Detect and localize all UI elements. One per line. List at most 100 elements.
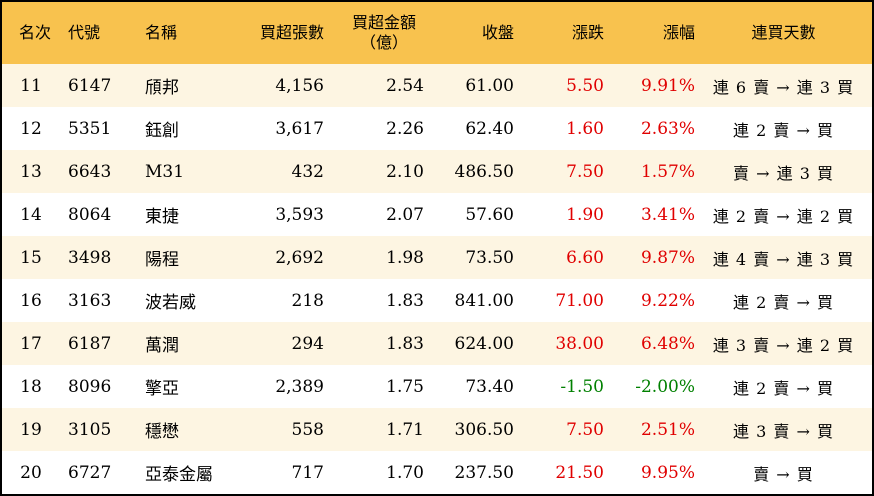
cell-days: 連 6 賣 → 連 3 買 bbox=[695, 64, 872, 107]
cell-shares: 3,617 bbox=[235, 107, 324, 150]
cell-close: 73.50 bbox=[424, 236, 514, 279]
table-row: 20 6727 亞泰金屬 717 1.70 237.50 21.50 9.95% 賣 → 買 bbox=[2, 451, 872, 494]
cell-name: M31 bbox=[145, 150, 235, 193]
header-close: 收盤 bbox=[424, 2, 514, 64]
cell-pct: 9.87% bbox=[604, 236, 695, 279]
cell-amount: 1.83 bbox=[324, 279, 424, 322]
header-amount: 買超金額 （億） bbox=[324, 2, 424, 64]
table-row: 18 8096 擎亞 2,389 1.75 73.40 -1.50 -2.00% 連 2 賣 →… bbox=[2, 365, 872, 408]
cell-code: 8096 bbox=[68, 365, 145, 408]
cell-shares: 558 bbox=[235, 408, 324, 451]
cell-shares: 218 bbox=[235, 279, 324, 322]
cell-name: 波若威 bbox=[145, 279, 235, 322]
table-row: 11 6147 頎邦 4,156 2.54 61.00 5.50 9.91% 連 6 賣 → 連… bbox=[2, 64, 872, 107]
cell-pct: -2.00% bbox=[604, 365, 695, 408]
cell-pct: 1.57% bbox=[604, 150, 695, 193]
header-amount-line1: 買超金額 bbox=[351, 13, 416, 32]
cell-code: 6643 bbox=[68, 150, 145, 193]
cell-amount: 1.98 bbox=[324, 236, 424, 279]
cell-change: 71.00 bbox=[514, 279, 604, 322]
cell-amount: 1.71 bbox=[324, 408, 424, 451]
cell-days: 連 2 賣 → 買 bbox=[695, 279, 872, 322]
header-row: 名次 代號 名稱 買超張數 買超金額 （億） 收盤 漲跌 漲幅 連買天數 bbox=[2, 2, 872, 64]
cell-name: 陽程 bbox=[145, 236, 235, 279]
table-row: 13 6643 M31 432 2.10 486.50 7.50 1.57% 賣 → 連 3 買 bbox=[2, 150, 872, 193]
cell-change: 38.00 bbox=[514, 322, 604, 365]
cell-pct: 9.91% bbox=[604, 64, 695, 107]
cell-rank: 20 bbox=[2, 451, 68, 494]
cell-amount: 2.26 bbox=[324, 107, 424, 150]
cell-change: -1.50 bbox=[514, 365, 604, 408]
cell-rank: 13 bbox=[2, 150, 68, 193]
cell-code: 3105 bbox=[68, 408, 145, 451]
cell-days: 連 2 賣 → 買 bbox=[695, 107, 872, 150]
cell-close: 306.50 bbox=[424, 408, 514, 451]
cell-rank: 12 bbox=[2, 107, 68, 150]
table-row: 12 5351 鈺創 3,617 2.26 62.40 1.60 2.63% 連 2 賣 → 買 bbox=[2, 107, 872, 150]
cell-shares: 2,389 bbox=[235, 365, 324, 408]
table-row: 19 3105 穩懋 558 1.71 306.50 7.50 2.51% 連 3 賣 → 買 bbox=[2, 408, 872, 451]
cell-code: 5351 bbox=[68, 107, 145, 150]
cell-close: 486.50 bbox=[424, 150, 514, 193]
cell-change: 21.50 bbox=[514, 451, 604, 494]
cell-code: 3163 bbox=[68, 279, 145, 322]
cell-shares: 717 bbox=[235, 451, 324, 494]
cell-rank: 19 bbox=[2, 408, 68, 451]
cell-shares: 2,692 bbox=[235, 236, 324, 279]
cell-days: 連 2 賣 → 連 2 買 bbox=[695, 193, 872, 236]
header-days: 連買天數 bbox=[695, 2, 872, 64]
cell-name: 東捷 bbox=[145, 193, 235, 236]
cell-close: 62.40 bbox=[424, 107, 514, 150]
cell-days: 連 4 賣 → 連 3 買 bbox=[695, 236, 872, 279]
header-name: 名稱 bbox=[145, 2, 235, 64]
table-row: 14 8064 東捷 3,593 2.07 57.60 1.90 3.41% 連 2 賣 → 連… bbox=[2, 193, 872, 236]
cell-rank: 18 bbox=[2, 365, 68, 408]
cell-code: 3498 bbox=[68, 236, 145, 279]
cell-close: 57.60 bbox=[424, 193, 514, 236]
table-row: 15 3498 陽程 2,692 1.98 73.50 6.60 9.87% 連 4 賣 → 連… bbox=[2, 236, 872, 279]
cell-rank: 17 bbox=[2, 322, 68, 365]
cell-pct: 9.22% bbox=[604, 279, 695, 322]
cell-rank: 16 bbox=[2, 279, 68, 322]
cell-name: 鈺創 bbox=[145, 107, 235, 150]
cell-rank: 11 bbox=[2, 64, 68, 107]
cell-amount: 2.07 bbox=[324, 193, 424, 236]
cell-close: 624.00 bbox=[424, 322, 514, 365]
table-row: 17 6187 萬潤 294 1.83 624.00 38.00 6.48% 連 3 賣 → 連… bbox=[2, 322, 872, 365]
cell-change: 7.50 bbox=[514, 408, 604, 451]
header-amount-line2: （億） bbox=[359, 33, 408, 52]
cell-rank: 14 bbox=[2, 193, 68, 236]
cell-shares: 3,593 bbox=[235, 193, 324, 236]
cell-days: 賣 → 買 bbox=[695, 451, 872, 494]
cell-close: 73.40 bbox=[424, 365, 514, 408]
cell-days: 連 3 賣 → 買 bbox=[695, 408, 872, 451]
cell-pct: 2.63% bbox=[604, 107, 695, 150]
cell-name: 頎邦 bbox=[145, 64, 235, 107]
cell-pct: 9.95% bbox=[604, 451, 695, 494]
cell-code: 6187 bbox=[68, 322, 145, 365]
cell-rank: 15 bbox=[2, 236, 68, 279]
cell-shares: 4,156 bbox=[235, 64, 324, 107]
cell-name: 萬潤 bbox=[145, 322, 235, 365]
cell-change: 5.50 bbox=[514, 64, 604, 107]
cell-code: 6147 bbox=[68, 64, 145, 107]
header-shares: 買超張數 bbox=[235, 2, 324, 64]
cell-change: 1.90 bbox=[514, 193, 604, 236]
header-pct: 漲幅 bbox=[604, 2, 695, 64]
cell-amount: 1.75 bbox=[324, 365, 424, 408]
cell-code: 6727 bbox=[68, 451, 145, 494]
cell-close: 237.50 bbox=[424, 451, 514, 494]
cell-amount: 1.70 bbox=[324, 451, 424, 494]
cell-name: 擎亞 bbox=[145, 365, 235, 408]
header-code: 代號 bbox=[68, 2, 145, 64]
cell-pct: 6.48% bbox=[604, 322, 695, 365]
cell-change: 1.60 bbox=[514, 107, 604, 150]
cell-days: 連 2 賣 → 買 bbox=[695, 365, 872, 408]
cell-amount: 2.10 bbox=[324, 150, 424, 193]
cell-amount: 2.54 bbox=[324, 64, 424, 107]
header-rank: 名次 bbox=[2, 2, 68, 64]
cell-pct: 3.41% bbox=[604, 193, 695, 236]
cell-name: 穩懋 bbox=[145, 408, 235, 451]
table-row: 16 3163 波若威 218 1.83 841.00 71.00 9.22% 連 2 賣 → … bbox=[2, 279, 872, 322]
